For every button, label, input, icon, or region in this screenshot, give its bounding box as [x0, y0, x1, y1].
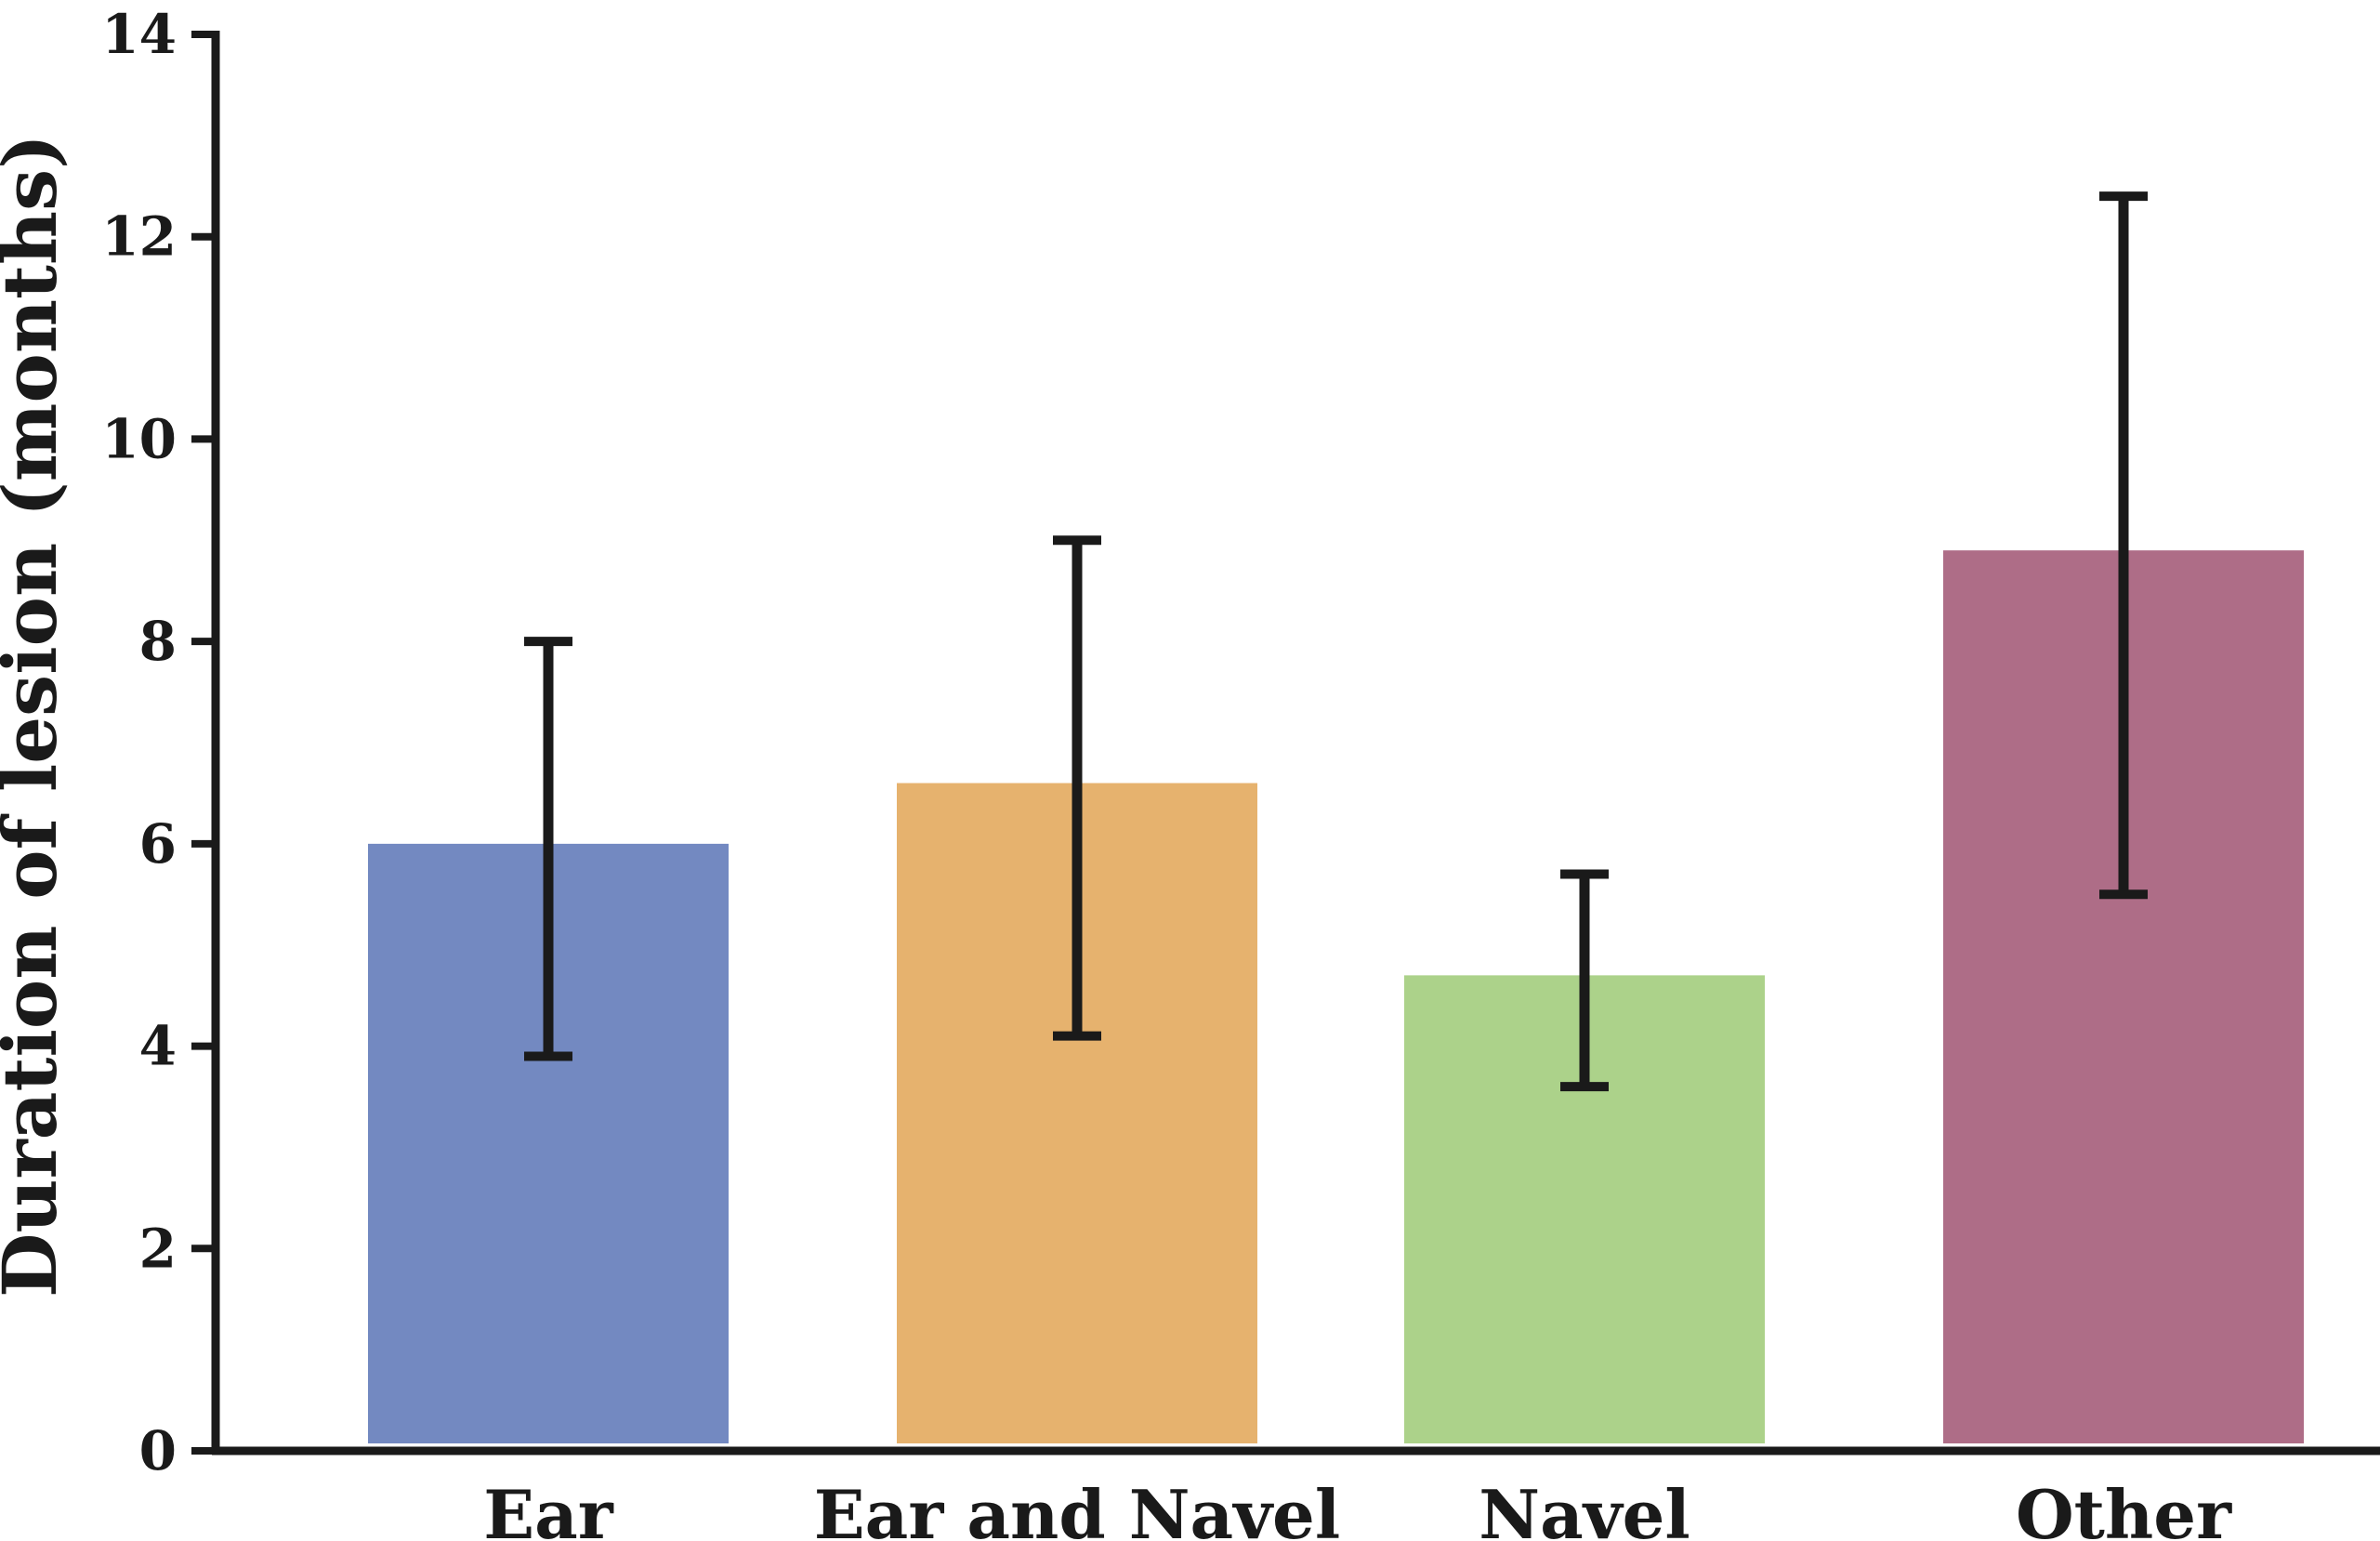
axes-layer	[211, 31, 2380, 1455]
y-tick-label: 6	[139, 812, 177, 876]
x-category-label: Navel	[1479, 1475, 1690, 1541]
x-category-labels: Ear Ear and Navel Navel Other	[483, 1475, 2232, 1541]
y-axis-title: Duration of lesion (months)	[0, 134, 73, 1297]
y-tick-label: 0	[139, 1419, 177, 1482]
y-ticks-layer: 0 2 4 6 8 10 12 14	[101, 3, 216, 1482]
x-category-label: Other	[2016, 1475, 2232, 1541]
y-tick-label: 10	[101, 407, 177, 470]
y-tick-label: 4	[139, 1015, 177, 1078]
y-tick-label: 8	[139, 610, 177, 673]
y-tick-label: 2	[139, 1217, 177, 1280]
y-tick-label: 14	[101, 3, 177, 66]
x-category-label: Ear	[483, 1475, 614, 1541]
bars-layer	[368, 550, 2304, 1443]
y-tick-label: 12	[101, 205, 177, 269]
error-bars-layer	[524, 191, 2148, 1092]
x-category-label: Ear and Navel	[814, 1475, 1340, 1541]
